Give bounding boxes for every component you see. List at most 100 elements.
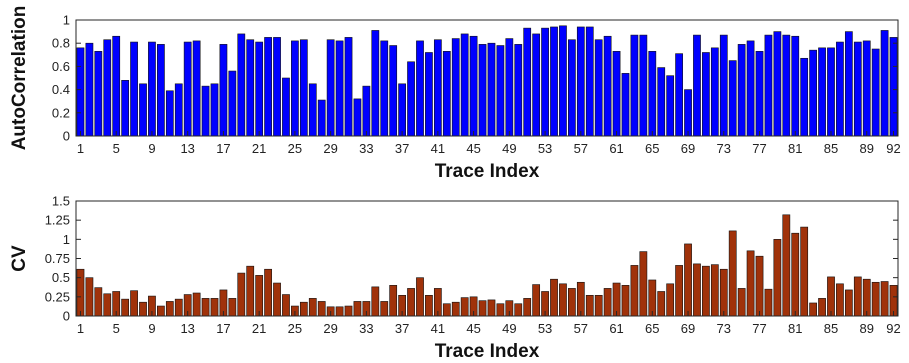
cv-bar [585,294,594,317]
autocorrelation-bar [809,49,817,137]
cv-bar [809,302,817,317]
autocorrelation-bar [836,41,844,137]
autocorrelation-bar [702,52,710,137]
cv-x-tick-label: 49 [502,321,516,336]
autocorrelation-bar [800,57,809,137]
cv-bar [523,298,532,317]
autocorrelation-bar [532,33,541,137]
cv-x-tick-label: 5 [113,321,120,336]
autocorrelation-x-tick-label: 92 [886,141,900,156]
cv-bar [478,300,487,317]
cv-bar [755,255,764,317]
autocorrelation-bar [398,83,406,137]
autocorrelation-x-tick-label: 73 [717,141,731,156]
autocorrelation-bar [737,44,746,137]
autocorrelation-bar [844,31,853,137]
cv-bar [389,285,398,317]
cv-y-tick-label: 1 [63,232,70,247]
autocorrelation-bar [264,37,272,137]
cv-x-axis-title: Trace Index [435,341,540,362]
autocorrelation-x-tick-label: 33 [359,141,373,156]
autocorrelation-y-tick-label: 0.4 [52,82,70,97]
autocorrelation-bar [130,41,138,137]
cv-bar [353,301,362,317]
autocorrelation-bar [291,40,299,137]
autocorrelation-bar [746,40,755,137]
autocorrelation-x-tick-label: 21 [252,141,266,156]
autocorrelation-x-tick-label: 85 [824,141,838,156]
autocorrelation-y-tick-label: 1 [63,13,70,28]
autocorrelation-x-tick-label: 9 [148,141,155,156]
cv-bar [684,243,692,317]
cv-y-tick-label: 0.25 [45,289,70,304]
cv-y-tick-label: 0.5 [52,270,70,285]
autocorrelation-bar [478,44,487,137]
autocorrelation-x-tick-label: 41 [431,141,445,156]
cv-bar [282,294,290,317]
cv-x-tick-label: 21 [252,321,266,336]
autocorrelation-bar [192,40,201,137]
autocorrelation-bar [308,83,317,137]
autocorrelation-bar [657,67,666,137]
cv-bar [594,294,603,317]
cv-bar [532,284,541,317]
autocorrelation-x-tick-label: 53 [538,141,552,156]
autocorrelation-bar [594,39,603,137]
cv-bar [836,283,844,317]
cv-bar [210,298,219,317]
cv-bar [130,290,138,317]
autocorrelation-bar [576,26,585,137]
autocorrelation-bar [299,39,308,137]
cv-x-tick-label: 41 [431,321,445,336]
autocorrelation-bar [389,45,398,137]
autocorrelation-bar [148,41,156,137]
cv-bar [157,305,165,317]
autocorrelation-bar [433,39,442,137]
cv-bar [737,288,746,317]
autocorrelation-bar [112,35,121,137]
autocorrelation-bar [273,37,281,137]
cv-bar [666,283,675,317]
cv-bar [335,306,344,317]
autocorrelation-bar [666,75,675,137]
cv-bar [791,232,800,317]
autocorrelation-x-tick-label: 89 [859,141,873,156]
cv-y-tick-label: 0 [63,309,70,324]
cv-x-tick-label: 45 [466,321,480,336]
cv-bar [344,305,353,317]
cv-bar [648,279,657,317]
cv-bar [85,277,94,317]
autocorrelation-bar [425,52,433,137]
cv-bar [693,263,701,317]
autocorrelation-x-tick-label: 49 [502,141,516,156]
cv-bar [407,288,415,317]
cv-bar [425,294,433,317]
cv-bar [880,281,889,317]
autocorrelation-bar [157,44,165,137]
cv-y-tick-label: 1.25 [45,213,70,228]
cv-bar [764,288,773,317]
cv-bar [675,265,683,317]
cv-bar [496,303,505,317]
autocorrelation-y-tick-label: 0.2 [52,105,70,120]
cv-bar [103,293,112,317]
autocorrelation-bar [719,34,728,137]
cv-x-tick-label: 81 [788,321,802,336]
autocorrelation-bar [380,40,389,137]
cv-x-tick-label: 17 [216,321,230,336]
autocorrelation-bar [201,85,210,137]
autocorrelation-bar [862,40,871,137]
autocorrelation-bar [371,30,380,137]
autocorrelation-bar [880,30,889,137]
cv-x-tick-label: 33 [359,321,373,336]
autocorrelation-bar [451,38,460,137]
autocorrelation-bar [648,51,657,137]
cv-x-tick-label: 25 [288,321,302,336]
cv-y-tick-label: 0.75 [45,251,70,266]
cv-bar [94,287,103,317]
autocorrelation-bar [282,77,290,137]
cv-x-tick-label: 57 [574,321,588,336]
cv-bar [827,276,835,317]
cv-bar [630,265,639,317]
